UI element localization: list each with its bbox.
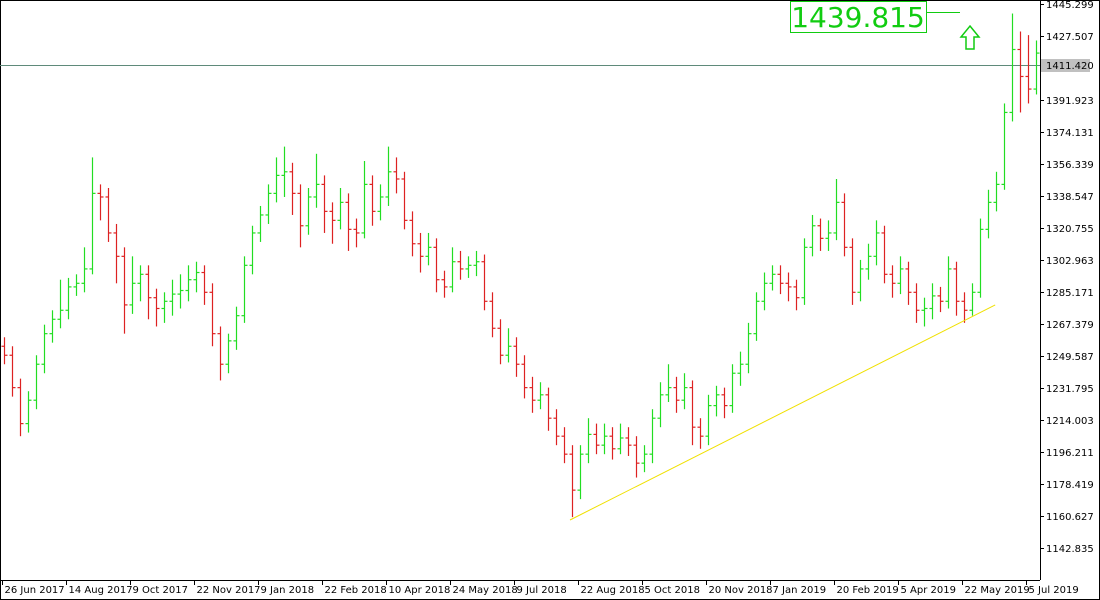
y-tick-label: 1267.379	[1046, 320, 1094, 331]
x-tick-label: 22 Aug 2018	[581, 585, 645, 596]
x-tick-label: 10 Apr 2018	[389, 585, 451, 596]
y-tick-label: 1445.299	[1046, 0, 1094, 11]
y-tick-label: 1285.171	[1046, 288, 1094, 299]
y-tick-label: 1338.547	[1046, 192, 1094, 203]
x-tick-label: 22 Feb 2018	[325, 585, 387, 596]
y-tick-label: 1302.963	[1046, 256, 1094, 267]
y-tick-label: 1249.587	[1046, 352, 1094, 363]
up-arrow-icon	[959, 24, 981, 50]
y-tick-label: 1178.419	[1046, 480, 1094, 491]
y-tick-label: 1356.339	[1046, 160, 1094, 171]
y-tick-label: 1160.627	[1046, 512, 1094, 523]
x-tick-label: 22 May 2019	[965, 585, 1030, 596]
y-tick-label: 1391.923	[1046, 96, 1094, 107]
y-tick-label: 1231.795	[1046, 384, 1094, 395]
current-price-box	[1041, 59, 1090, 72]
annotation-text: 1439.815	[791, 1, 925, 34]
x-tick-label: 5 Oct 2018	[645, 585, 700, 596]
annotation-box	[790, 1, 927, 33]
y-tick-label: 1374.131	[1046, 128, 1094, 139]
x-tick-label: 24 May 2018	[453, 585, 518, 596]
y-tick-label: 1142.835	[1046, 544, 1094, 555]
current-price-label: 1411.420	[1046, 61, 1094, 72]
y-tick-label: 1427.507	[1046, 32, 1094, 43]
x-tick-label: 7 Jan 2019	[773, 585, 827, 596]
x-tick-label: 9 Oct 2017	[133, 585, 188, 596]
x-tick-label: 9 Jan 2018	[261, 585, 315, 596]
trend-line	[569, 304, 996, 521]
y-tick-label: 1214.003	[1046, 416, 1094, 427]
x-tick-label: 26 Jun 2017	[5, 585, 65, 596]
x-tick-label: 14 Aug 2017	[69, 585, 133, 596]
x-tick-label: 20 Nov 2018	[709, 585, 773, 596]
x-tick-label: 20 Feb 2019	[837, 585, 899, 596]
x-tick-label: 9 Jul 2018	[517, 585, 567, 596]
y-tick-label: 1196.211	[1046, 448, 1094, 459]
x-tick-label: 22 Nov 2017	[197, 585, 261, 596]
x-tick-label: 5 Apr 2019	[901, 585, 956, 596]
y-tick-label: 1320.755	[1046, 224, 1094, 235]
x-tick-label: 5 Jul 2019	[1029, 585, 1079, 596]
